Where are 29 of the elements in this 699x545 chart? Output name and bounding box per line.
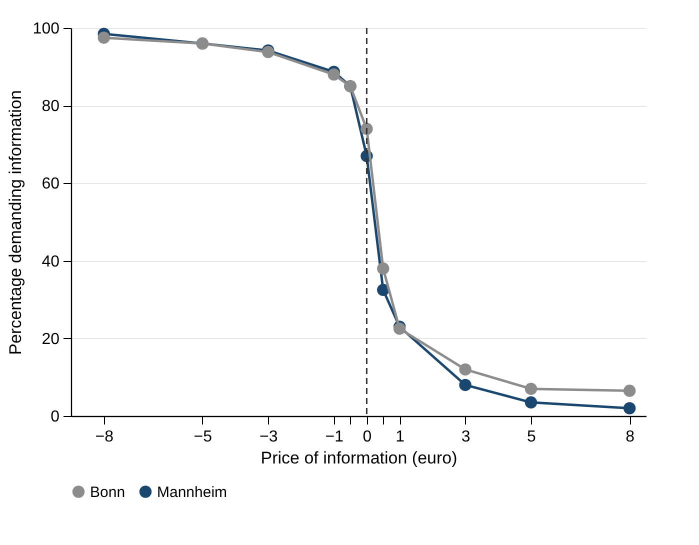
point: [98, 32, 110, 44]
x-tick-label: −5: [194, 428, 212, 446]
x-tick-label: 3: [461, 428, 470, 446]
point: [524, 396, 538, 409]
point: [377, 262, 390, 275]
point: [524, 382, 538, 395]
y-tick-label: 100: [32, 20, 60, 38]
point: [459, 378, 472, 392]
x-tick-label: 0: [362, 428, 372, 446]
y-tick-label: 20: [42, 330, 60, 348]
y-tick-label: 60: [42, 176, 60, 193]
point: [459, 363, 472, 376]
point: [360, 122, 373, 135]
y-axis-title: Percentage demanding information: [6, 90, 25, 355]
legend-label: Mannheim: [157, 484, 228, 501]
legend-label: Bonn: [90, 484, 126, 501]
x-tick-label: 5: [527, 428, 536, 446]
x-tick-label: 8: [626, 428, 635, 446]
y-tick-label: 40: [42, 253, 60, 270]
x-tick-label: −3: [260, 428, 278, 446]
y-tick-label: 0: [50, 408, 60, 426]
x-tick-label: 1: [396, 428, 405, 446]
x-tick-label: −8: [95, 428, 114, 446]
point: [623, 384, 636, 397]
point: [328, 68, 340, 81]
x-axis-title: Price of information (euro): [260, 448, 458, 468]
y-tick-label: 80: [42, 98, 60, 116]
point: [623, 402, 636, 414]
x-tick-label: −1: [325, 428, 344, 446]
